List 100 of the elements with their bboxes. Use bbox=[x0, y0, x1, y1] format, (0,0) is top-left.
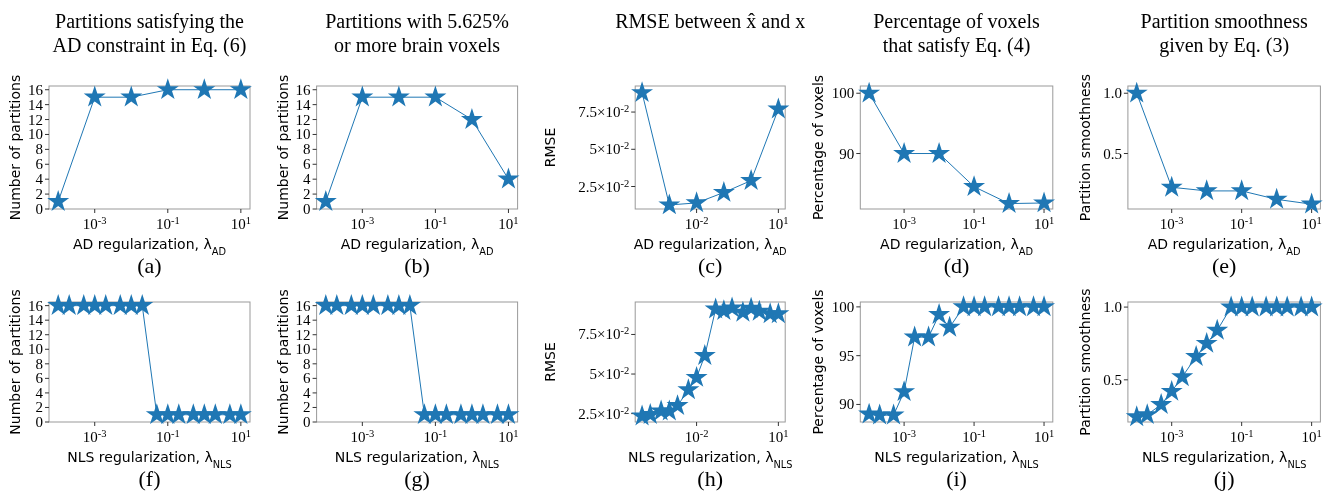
y-axis-title: Number of partitions bbox=[274, 289, 291, 435]
point bbox=[693, 344, 716, 366]
y-tick-label: 5×10$^{-2}$ bbox=[589, 364, 630, 383]
point bbox=[917, 325, 940, 347]
y-tick-label: 0 bbox=[35, 201, 43, 217]
x-tick-label: 10$^{-3}$ bbox=[82, 214, 107, 232]
y-tick-label: 2.5×10$^{-2}$ bbox=[578, 177, 630, 195]
y-axis-title: Percentage of voxels bbox=[809, 74, 826, 221]
point bbox=[893, 380, 916, 402]
y-tick-label: 14 bbox=[295, 96, 312, 113]
x-tick-label: 10$^{-3}$ bbox=[82, 427, 107, 445]
y-tick-label: 7.5×10$^{-2}$ bbox=[578, 324, 630, 343]
y-tick-label: 6 bbox=[303, 370, 312, 387]
y-tick-label: 2 bbox=[303, 186, 311, 203]
chart-title: Partitions satisfying the AD constraint in Eq. (6) bbox=[52, 10, 247, 57]
point bbox=[767, 97, 790, 119]
x-tick-label: 10$^{1}$ bbox=[230, 214, 251, 232]
y-tick-label: 4 bbox=[303, 171, 312, 188]
point bbox=[1230, 179, 1253, 201]
point bbox=[631, 81, 654, 103]
x-tick-label: 10$^{1}$ bbox=[1301, 427, 1322, 445]
x-tick-label: 10$^{1}$ bbox=[1033, 214, 1055, 232]
y-tick-label: 1.0 bbox=[1103, 299, 1122, 316]
x-tick-label: 10$^{1}$ bbox=[230, 427, 251, 445]
y-tick-label: 16 bbox=[295, 297, 312, 314]
x-tick-label: 10$^{1}$ bbox=[768, 214, 789, 232]
point bbox=[858, 81, 881, 103]
point bbox=[229, 78, 252, 100]
point bbox=[721, 296, 744, 318]
point bbox=[1300, 295, 1323, 317]
point bbox=[685, 365, 708, 387]
y-axis-title: Percentage of voxels bbox=[809, 289, 826, 435]
y-tick-label: 14 bbox=[295, 312, 312, 329]
x-tick-label: 10$^{1}$ bbox=[498, 214, 519, 232]
point bbox=[928, 141, 951, 163]
y-tick-label: 100 bbox=[831, 298, 855, 315]
y-axis-title: Partition smoothness bbox=[1077, 288, 1094, 436]
chart-title: Partition smoothness given by Eq. (3) bbox=[1140, 10, 1308, 57]
x-tick-label: 10$^{-1}$ bbox=[962, 214, 986, 232]
y-tick-label: 4 bbox=[303, 384, 312, 401]
y-tick-label: 12 bbox=[28, 111, 43, 128]
y-tick-label: 4 bbox=[35, 384, 44, 401]
y-tick-label: 0.5 bbox=[1103, 145, 1122, 162]
y-tick-label: 12 bbox=[295, 111, 311, 128]
point bbox=[1195, 179, 1218, 201]
x-tick-label: 10$^{1}$ bbox=[1301, 214, 1322, 232]
x-tick-label: 10$^{-1}$ bbox=[1229, 214, 1254, 232]
point bbox=[928, 303, 951, 325]
point bbox=[1160, 379, 1183, 401]
point bbox=[998, 192, 1021, 213]
y-tick-label: 90 bbox=[839, 396, 855, 413]
x-tick-label: 10$^{-1}$ bbox=[1229, 427, 1254, 445]
x-tick-label: 10$^{-2}$ bbox=[684, 214, 709, 232]
x-tick-label: 10$^{-3}$ bbox=[350, 427, 375, 445]
x-tick-label: 10$^{-2}$ bbox=[684, 427, 709, 445]
x-tick-label: 10$^{-1}$ bbox=[962, 427, 986, 445]
chart-title: RMSE between x̂ and x bbox=[615, 10, 806, 32]
x-tick-label: 10$^{-3}$ bbox=[1159, 427, 1184, 445]
y-tick-label: 0 bbox=[35, 414, 43, 430]
y-tick-label: 10 bbox=[295, 126, 311, 143]
y-tick-label: 14 bbox=[28, 96, 44, 113]
point bbox=[497, 167, 520, 189]
point bbox=[47, 189, 70, 211]
point bbox=[1033, 191, 1056, 213]
point bbox=[387, 85, 410, 107]
point bbox=[1160, 175, 1183, 197]
x-tick-label: 10$^{1}$ bbox=[498, 427, 519, 445]
y-tick-label: 0 bbox=[303, 201, 311, 217]
point bbox=[156, 78, 179, 100]
point bbox=[938, 315, 961, 337]
point bbox=[882, 403, 905, 425]
x-tick-label: 10$^{-1}$ bbox=[155, 214, 180, 232]
y-tick-label: 2 bbox=[303, 399, 311, 416]
point bbox=[351, 85, 374, 107]
y-tick-label: 2 bbox=[35, 399, 43, 416]
x-tick-label: 10$^{-3}$ bbox=[1159, 214, 1184, 232]
y-tick-label: 2.5×10$^{-2}$ bbox=[578, 404, 630, 422]
x-tick-label: 10$^{-3}$ bbox=[892, 214, 916, 232]
y-tick-label: 90 bbox=[839, 145, 855, 162]
y-tick-label: 10 bbox=[28, 126, 43, 143]
point bbox=[120, 85, 143, 107]
line-series bbox=[314, 85, 520, 211]
y-tick-label: 6 bbox=[35, 370, 44, 387]
x-tick-label: 10$^{-3}$ bbox=[350, 214, 375, 232]
point bbox=[1171, 365, 1194, 387]
y-axis-title: RMSE bbox=[542, 127, 559, 168]
y-tick-label: 16 bbox=[28, 297, 44, 314]
y-tick-label: 16 bbox=[28, 81, 44, 98]
x-tick-label: 10$^{-1}$ bbox=[155, 427, 180, 445]
point bbox=[963, 175, 986, 197]
point bbox=[666, 394, 689, 416]
chart-title: Percentage of voxels that satisfy Eq. (4) bbox=[873, 10, 1041, 57]
point bbox=[314, 189, 337, 211]
point bbox=[1195, 331, 1218, 353]
chart-title: Partitions with 5.625% or more brain voxels bbox=[325, 10, 510, 56]
point bbox=[1265, 187, 1288, 209]
point bbox=[1300, 192, 1323, 214]
y-axis-title: Partition smoothness bbox=[1077, 73, 1094, 222]
point bbox=[658, 193, 681, 215]
x-tick-label: 10$^{-3}$ bbox=[892, 427, 916, 445]
